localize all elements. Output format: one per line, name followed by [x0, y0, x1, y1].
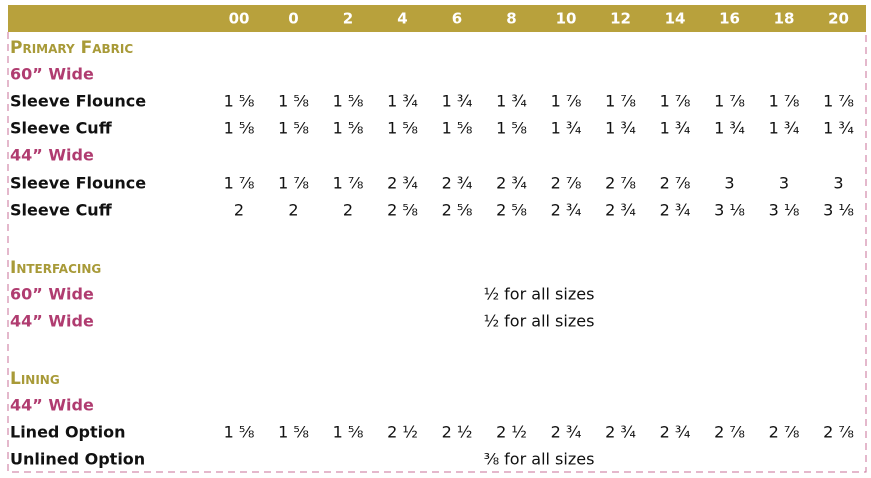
yardage: 1 ¾ — [660, 119, 691, 138]
size-header: 8 — [506, 10, 516, 28]
yardage: 2 ⅞ — [823, 423, 854, 442]
row-label: Sleeve Cuff — [10, 201, 113, 220]
row-label: Sleeve Flounce — [10, 174, 146, 193]
yardage: 1 ⅝ — [387, 119, 418, 138]
yardage: 1 ¾ — [605, 119, 636, 138]
border — [7, 32, 867, 473]
yardage: 1 ⅞ — [714, 92, 745, 111]
yardage: 2 — [288, 201, 298, 220]
yardage: 1 ¾ — [496, 92, 527, 111]
row-label: Unlined Option — [10, 450, 145, 469]
yardage: 2 ⅞ — [551, 174, 582, 193]
yardage: 1 ¾ — [387, 92, 418, 111]
yardage: 1 ¾ — [769, 119, 800, 138]
size-header: 6 — [452, 10, 462, 28]
section-title: Lining — [10, 369, 60, 389]
yardage: 2 ⅝ — [442, 201, 473, 220]
header-bar — [8, 5, 866, 32]
yardage: 1 ⅞ — [333, 174, 364, 193]
yardage: 2 ¾ — [605, 201, 636, 220]
yardage: 2 — [343, 201, 353, 220]
yardage: 2 ¾ — [442, 174, 473, 193]
size-header: 14 — [665, 10, 686, 28]
size-header: 00 — [229, 10, 250, 28]
yardage: 1 ⅝ — [442, 119, 473, 138]
yardage: 2 ⅞ — [714, 423, 745, 442]
yardage: 1 ¾ — [442, 92, 473, 111]
yardage: 2 ½ — [387, 423, 418, 442]
yardage: 1 ⅞ — [660, 92, 691, 111]
yardage: 2 ⅝ — [496, 201, 527, 220]
width-label: 44” Wide — [10, 396, 94, 415]
size-header: 0 — [288, 10, 298, 28]
yardage: 1 ⅝ — [224, 423, 255, 442]
yardage: 1 ⅝ — [496, 119, 527, 138]
yardage: 2 ½ — [442, 423, 473, 442]
yardage: 2 ⅞ — [769, 423, 800, 442]
yardage: 1 ⅝ — [333, 119, 364, 138]
yardage: 2 ¾ — [660, 423, 691, 442]
yardage: 1 ⅝ — [224, 119, 255, 138]
yardage: 1 ¾ — [714, 119, 745, 138]
width-label: 60” Wide — [10, 285, 94, 304]
row-label: Sleeve Cuff — [10, 119, 113, 138]
width-label: 44” Wide — [10, 312, 94, 331]
yardage: 3 — [779, 174, 789, 193]
row-label: Lined Option — [10, 423, 126, 442]
yardage: 1 ⅝ — [333, 92, 364, 111]
yardage: 2 ¾ — [551, 423, 582, 442]
size-header: 18 — [774, 10, 795, 28]
width-label: 60” Wide — [10, 65, 94, 84]
yardage: 3 ⅛ — [769, 201, 800, 220]
yardage: 1 ¾ — [551, 119, 582, 138]
yardage: 2 ⅝ — [387, 201, 418, 220]
yardage: 2 ⅞ — [660, 174, 691, 193]
section-title: Interfacing — [10, 258, 101, 278]
size-header: 12 — [610, 10, 631, 28]
yardage: 2 ¾ — [387, 174, 418, 193]
note: ½ for all sizes — [484, 312, 595, 331]
width-label: 44” Wide — [10, 146, 94, 165]
yardage: 1 ⅞ — [551, 92, 582, 111]
yardage: 1 ⅝ — [278, 92, 309, 111]
yardage: 1 ⅞ — [823, 92, 854, 111]
yardage: 1 ⅝ — [224, 92, 255, 111]
yardage: 1 ⅞ — [605, 92, 636, 111]
yardage: 1 ¾ — [823, 119, 854, 138]
size-header: 2 — [343, 10, 353, 28]
size-header: 10 — [556, 10, 577, 28]
yardage: 3 — [833, 174, 843, 193]
yardage: 3 ⅛ — [714, 201, 745, 220]
yardage: 3 ⅛ — [823, 201, 854, 220]
yardage: 2 — [234, 201, 244, 220]
yardage: 2 ¾ — [605, 423, 636, 442]
yardage: 1 ⅞ — [224, 174, 255, 193]
note: ⅜ for all sizes — [484, 450, 595, 469]
yardage: 1 ⅝ — [333, 423, 364, 442]
section-title: Primary Fabric — [10, 38, 133, 58]
yardage: 2 ¾ — [551, 201, 582, 220]
row-label: Sleeve Flounce — [10, 92, 146, 111]
yardage: 2 ⅞ — [605, 174, 636, 193]
yardage: 1 ⅞ — [278, 174, 309, 193]
yardage: 1 ⅞ — [769, 92, 800, 111]
yardage: 3 — [724, 174, 734, 193]
note: ½ for all sizes — [484, 285, 595, 304]
yardage: 1 ⅝ — [278, 423, 309, 442]
yardage: 2 ¾ — [496, 174, 527, 193]
yardage: 2 ½ — [496, 423, 527, 442]
yardage: 2 ¾ — [660, 201, 691, 220]
yardage: 1 ⅝ — [278, 119, 309, 138]
size-header: 20 — [828, 10, 849, 28]
size-header: 16 — [719, 10, 740, 28]
size-header: 4 — [397, 10, 407, 28]
